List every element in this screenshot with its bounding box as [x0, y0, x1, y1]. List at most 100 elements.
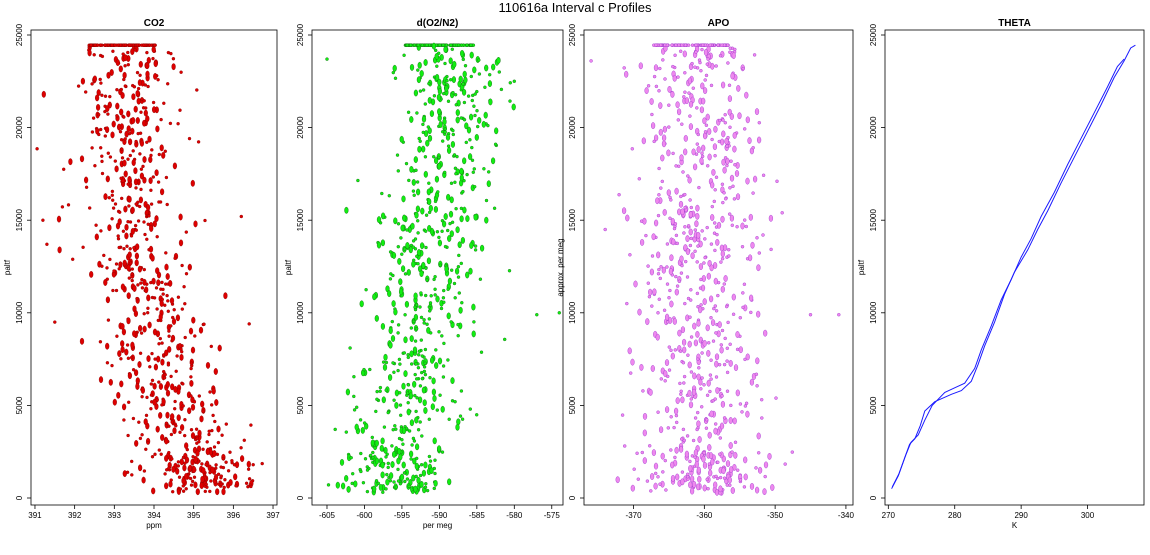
- data-point: [217, 344, 222, 352]
- data-point: [134, 369, 139, 377]
- data-point: [184, 456, 190, 464]
- data-point: [703, 237, 707, 241]
- data-point: [382, 363, 388, 371]
- data-point: [170, 490, 175, 494]
- data-point: [419, 270, 424, 277]
- data-point: [705, 418, 709, 422]
- data-point: [391, 428, 395, 432]
- data-point: [672, 425, 676, 430]
- data-point: [397, 257, 402, 265]
- data-point: [345, 388, 350, 396]
- data-point: [144, 286, 149, 294]
- data-point: [425, 488, 430, 493]
- data-point: [656, 213, 661, 218]
- data-point: [135, 117, 140, 124]
- data-point: [94, 233, 99, 241]
- data-point: [135, 90, 140, 97]
- data-point: [695, 427, 699, 432]
- data-point: [654, 471, 658, 476]
- data-point: [418, 139, 422, 144]
- data-point: [403, 336, 408, 344]
- data-point: [447, 277, 452, 285]
- data-point: [430, 403, 435, 411]
- data-point: [398, 278, 403, 286]
- data-point: [434, 175, 439, 183]
- data-point: [745, 353, 750, 361]
- data-point: [381, 360, 386, 364]
- data-point: [720, 257, 725, 261]
- data-point: [689, 335, 694, 339]
- plot-area: [891, 44, 1136, 489]
- data-point: [100, 54, 105, 59]
- data-point: [680, 263, 684, 268]
- data-point: [116, 391, 121, 399]
- data-point: [725, 483, 729, 487]
- data-point: [103, 43, 107, 47]
- data-point: [469, 242, 474, 249]
- data-point: [713, 397, 717, 401]
- data-point: [432, 154, 436, 159]
- data-point: [728, 186, 732, 190]
- data-point: [734, 170, 740, 177]
- data-point: [419, 291, 423, 295]
- data-point: [484, 198, 489, 203]
- data-point: [356, 178, 360, 183]
- data-point: [126, 157, 130, 161]
- data-point: [115, 114, 119, 118]
- data-point: [405, 391, 410, 395]
- data-point: [415, 443, 420, 451]
- data-point: [723, 275, 728, 282]
- data-point: [466, 94, 471, 98]
- data-point: [60, 205, 65, 209]
- data-point: [443, 213, 448, 220]
- data-point: [121, 52, 125, 56]
- data-point: [361, 481, 366, 485]
- data-point: [465, 43, 469, 47]
- x-tick-label: -575: [544, 511, 561, 520]
- data-point: [56, 215, 62, 223]
- data-point: [396, 368, 400, 373]
- data-point: [189, 375, 193, 379]
- data-point: [713, 125, 718, 133]
- data-point: [193, 334, 197, 338]
- data-point: [120, 346, 125, 353]
- data-point: [700, 376, 704, 380]
- data-point: [384, 388, 388, 392]
- data-point: [443, 170, 447, 175]
- data-point: [406, 401, 410, 405]
- data-point: [365, 468, 370, 472]
- data-point: [195, 441, 199, 445]
- y-tick-label: 0: [869, 495, 878, 500]
- data-point: [164, 175, 169, 180]
- data-point: [391, 252, 397, 259]
- y-tick-label: 0: [568, 495, 577, 500]
- data-point: [213, 368, 218, 375]
- data-point: [418, 420, 422, 424]
- data-point: [443, 46, 448, 53]
- data-point: [161, 151, 166, 159]
- data-point: [687, 389, 692, 397]
- data-point: [411, 490, 415, 494]
- data-point: [415, 205, 420, 213]
- data-point: [372, 485, 377, 493]
- data-point: [673, 222, 678, 226]
- data-point: [706, 349, 711, 357]
- data-point: [714, 474, 718, 479]
- data-point: [418, 473, 423, 478]
- data-point: [68, 158, 73, 166]
- data-point: [468, 407, 472, 411]
- data-point: [166, 50, 171, 55]
- data-point: [665, 265, 669, 269]
- data-point: [98, 376, 104, 383]
- data-point: [418, 384, 423, 388]
- data-point: [437, 162, 442, 170]
- data-point: [386, 410, 390, 415]
- data-point: [446, 358, 450, 362]
- data-point: [647, 295, 652, 299]
- data-point: [724, 137, 729, 145]
- data-point: [415, 254, 419, 258]
- data-point: [674, 288, 679, 296]
- data-point: [669, 448, 673, 452]
- data-point: [730, 487, 735, 494]
- data-point: [195, 436, 200, 441]
